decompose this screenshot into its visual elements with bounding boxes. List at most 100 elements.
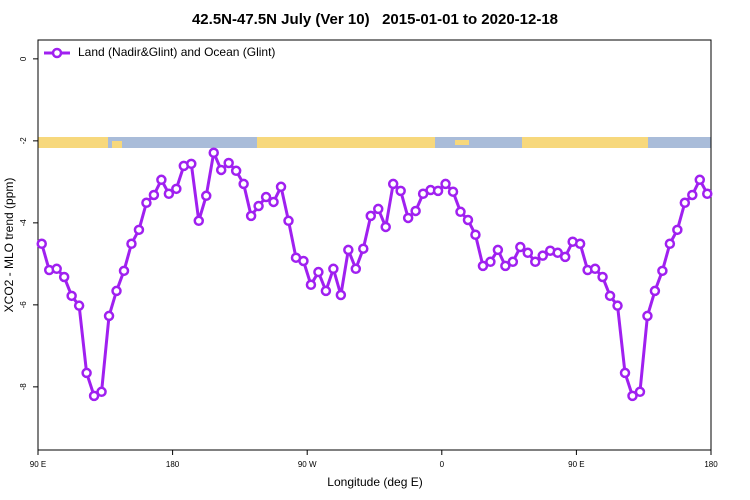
data-point [260, 191, 272, 203]
data-point [455, 206, 466, 218]
data-point [73, 300, 85, 311]
data-point [253, 200, 264, 212]
land-band [112, 141, 122, 148]
land-band [455, 140, 469, 145]
data-point [343, 244, 354, 256]
data-point [215, 164, 227, 176]
data-point [111, 285, 122, 297]
data-point [313, 266, 324, 278]
data-point [81, 367, 92, 379]
x-tick-label: 90 E [30, 460, 46, 469]
data-point [642, 310, 653, 322]
data-point [515, 241, 526, 253]
data-point [96, 386, 107, 398]
x-tick-label: 180 [704, 460, 718, 469]
data-point [649, 285, 661, 297]
data-point [657, 265, 668, 277]
legend-marker [51, 47, 63, 59]
data-point [702, 188, 713, 199]
data-point [51, 263, 62, 275]
land-ocean-strip [38, 137, 711, 148]
data-point [447, 186, 459, 197]
data-point [432, 185, 444, 197]
y-tick-label: -6 [19, 301, 28, 309]
x-tick-label: 90 E [568, 460, 584, 469]
data-point [687, 189, 698, 201]
data-point [238, 178, 249, 190]
data-point [402, 212, 414, 224]
data-point [141, 197, 152, 209]
data-point [694, 174, 706, 186]
data-point [679, 197, 691, 209]
data-point [612, 300, 623, 311]
data-point [298, 255, 309, 267]
data-point [597, 271, 608, 283]
data-point [410, 205, 421, 217]
data-point [462, 214, 474, 226]
plot-frame [37, 39, 712, 451]
data-point [208, 147, 219, 158]
data-point [328, 263, 339, 275]
data-point [268, 196, 279, 208]
data-point [148, 189, 160, 201]
data-point [118, 265, 130, 277]
x-tick-label: 90 W [298, 460, 317, 469]
series-line [40, 147, 709, 399]
y-tick-label: 0 [19, 56, 28, 61]
land-band [522, 137, 648, 148]
legend-label: Land (Nadir&Glint) and Ocean (Glint) [78, 45, 275, 59]
data-point [275, 181, 287, 193]
data-point [500, 260, 511, 272]
data-point [552, 247, 563, 259]
data-point [103, 310, 115, 322]
data-point [358, 243, 369, 254]
x-tick-label: 180 [166, 460, 180, 469]
data-point [589, 263, 601, 275]
data-point [163, 188, 175, 199]
data-point [619, 367, 631, 379]
data-point [380, 221, 391, 233]
data-point [66, 290, 77, 302]
data-point [58, 271, 70, 283]
data-point [477, 260, 489, 272]
data-point [507, 256, 519, 268]
data-point [522, 247, 534, 259]
data-point [350, 263, 362, 275]
data-point [672, 224, 683, 236]
data-point [664, 238, 676, 250]
data-point [574, 238, 586, 250]
data-point [283, 215, 294, 227]
data-point [186, 158, 197, 170]
data-point [485, 256, 496, 268]
data-point [492, 244, 504, 256]
data-point [126, 238, 137, 250]
data-point [193, 215, 205, 227]
data-point [440, 178, 451, 190]
data-point [88, 390, 100, 402]
x-axis-label: Longitude (deg E) [327, 475, 422, 489]
data-point [537, 250, 548, 261]
data-point [470, 229, 481, 240]
data-point [372, 203, 384, 215]
data-point [171, 183, 182, 195]
data-point [627, 390, 638, 402]
data-point [387, 178, 399, 190]
data-point [395, 185, 406, 197]
data-point [335, 289, 347, 301]
data-point [133, 224, 145, 236]
data-point [604, 290, 616, 302]
land-band [38, 137, 108, 148]
data-point [201, 190, 212, 202]
data-point [559, 251, 571, 263]
data-point [223, 157, 234, 169]
y-tick-label: -2 [19, 137, 28, 145]
chart-title: 42.5N-47.5N July (Ver 10) 2015-01-01 to … [192, 11, 558, 28]
data-point [245, 210, 257, 222]
data-point [230, 165, 242, 177]
data-point [634, 386, 646, 398]
y-tick-label: -4 [19, 219, 28, 227]
data-point [156, 174, 167, 186]
data-point [365, 210, 377, 222]
x-tick-label: 0 [440, 460, 445, 469]
